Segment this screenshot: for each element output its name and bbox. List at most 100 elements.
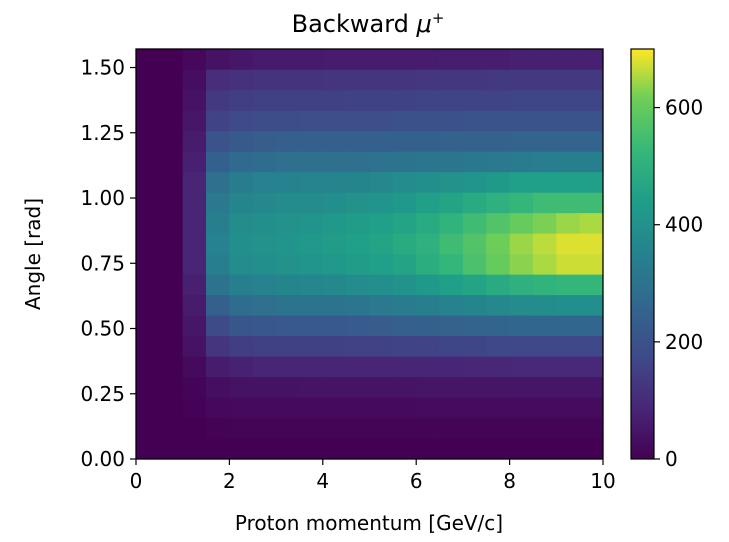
heatmap-cell: [182, 418, 207, 439]
heatmap-cell: [439, 69, 464, 91]
heatmap-cell: [392, 233, 417, 255]
heatmap-cell: [346, 315, 370, 337]
heatmap-cell: [439, 274, 464, 296]
heatmap-cell: [509, 90, 534, 112]
heatmap-cell: [532, 336, 557, 357]
heatmap-cell: [439, 151, 464, 173]
heatmap-cell: [579, 172, 604, 194]
heatmap-cell: [439, 438, 464, 460]
y-tick-label: 0.25: [80, 382, 125, 406]
heatmap-cell: [182, 356, 207, 378]
heatmap-cell: [416, 233, 440, 255]
heatmap-cell: [299, 418, 324, 439]
heatmap-cell: [486, 213, 510, 235]
heatmap-cell: [509, 49, 534, 71]
heatmap-cell: [392, 418, 417, 439]
heatmap-cell: [346, 172, 370, 194]
heatmap-cell: [439, 418, 464, 439]
heatmap-cell: [229, 49, 254, 71]
heatmap-cell: [252, 274, 277, 296]
heatmap-cell: [276, 356, 300, 378]
heatmap-cell: [299, 397, 324, 419]
heatmap-cell: [299, 233, 324, 255]
heatmap-cell: [462, 418, 487, 439]
heatmap-cell: [229, 90, 254, 112]
heatmap-cell: [299, 377, 324, 398]
heatmap-cell: [206, 295, 230, 316]
heatmap-cell: [346, 90, 370, 112]
heatmap-cell: [346, 49, 370, 71]
heatmap-cell: [346, 131, 370, 153]
heatmap-cell: [509, 192, 534, 214]
heatmap-cell: [182, 172, 207, 194]
heatmap-cell: [159, 110, 184, 132]
heatmap-cell: [206, 418, 230, 439]
colorbar-axis: 0 200 400 600: [654, 96, 703, 471]
heatmap-cell: [392, 274, 417, 296]
heatmap-cell: [136, 49, 160, 71]
heatmap-cell: [229, 151, 254, 173]
heatmap-cell: [252, 377, 277, 398]
heatmap-cell: [276, 315, 300, 337]
heatmap-cell: [509, 377, 534, 398]
heatmap-cell: [509, 418, 534, 439]
heatmap-cell: [276, 438, 300, 460]
heatmap-cell: [229, 438, 254, 460]
heatmap-cell: [136, 274, 160, 296]
heatmap-cell: [276, 213, 300, 235]
heatmap-cell: [392, 336, 417, 357]
heatmap-cell: [276, 254, 300, 276]
heatmap-cell: [579, 438, 604, 460]
heatmap-cell: [159, 274, 184, 296]
heatmap-cell: [369, 315, 394, 337]
heatmap-cell: [439, 254, 464, 276]
heatmap-cell: [486, 274, 510, 296]
heatmap-cell: [322, 418, 347, 439]
heatmap-cell: [439, 397, 464, 419]
heatmap-cell: [532, 172, 557, 194]
heatmap-cell: [159, 315, 184, 337]
heatmap-cell: [416, 131, 440, 153]
heatmap-cell: [229, 336, 254, 357]
heatmap-cell: [159, 438, 184, 460]
heatmap-cell: [159, 418, 184, 439]
heatmap-cell: [182, 131, 207, 153]
heatmap-cell: [509, 110, 534, 132]
heatmap-cell: [579, 90, 604, 112]
heatmap-cell: [462, 274, 487, 296]
heatmap-cell: [416, 356, 440, 378]
heatmap-cell: [229, 131, 254, 153]
heatmap-cell: [206, 90, 230, 112]
heatmap-cell: [369, 172, 394, 194]
heatmap-cell: [532, 397, 557, 419]
x-tick-label: 10: [590, 469, 615, 493]
heatmap-cell: [299, 110, 324, 132]
heatmap-cell: [182, 254, 207, 276]
heatmap-cell: [392, 397, 417, 419]
heatmap-cell: [369, 274, 394, 296]
heatmap-cell: [509, 295, 534, 316]
heatmap-cell: [136, 90, 160, 112]
heatmap-cell: [579, 110, 604, 132]
heatmap-cell: [556, 315, 581, 337]
colorbar-tick-label: 0: [665, 447, 678, 471]
heatmap-cell: [206, 49, 230, 71]
heatmap-cell: [276, 377, 300, 398]
heatmap-cell: [252, 233, 277, 255]
heatmap-cell: [462, 213, 487, 235]
heatmap-cell: [322, 397, 347, 419]
heatmap-cell: [206, 397, 230, 419]
heatmap-cell: [532, 295, 557, 316]
heatmap-cell: [252, 131, 277, 153]
heatmap-cell: [486, 397, 510, 419]
heatmap-cell: [556, 49, 581, 71]
heatmap-cell: [252, 315, 277, 337]
heatmap-cell: [369, 336, 394, 357]
heatmap-cell: [439, 49, 464, 71]
heatmap-cell: [369, 254, 394, 276]
heatmap-cell: [182, 151, 207, 173]
heatmap-cell: [462, 254, 487, 276]
heatmap-cell: [346, 418, 370, 439]
heatmap-cell: [392, 90, 417, 112]
heatmap-cell: [159, 295, 184, 316]
